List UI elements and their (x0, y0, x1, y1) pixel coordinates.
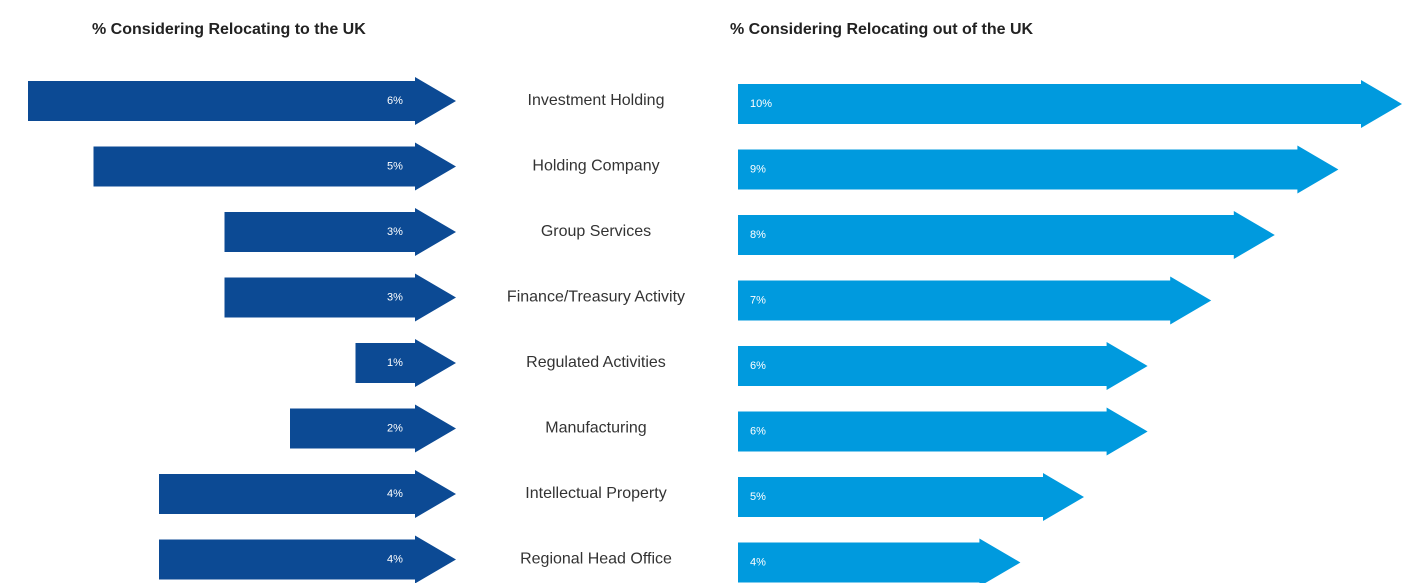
arrow-bar (738, 276, 1212, 325)
value-label: 10% (750, 98, 772, 110)
arrow-bar (738, 211, 1275, 259)
value-label: 1% (387, 357, 403, 369)
arrow-bar (738, 145, 1339, 194)
arrow-bar (159, 535, 456, 583)
category-label: Manufacturing (545, 420, 646, 437)
right-title: % Considering Relocating out of the UK (730, 21, 1034, 38)
arrow-bar (738, 473, 1084, 521)
category-label: Regulated Activities (526, 354, 666, 371)
value-label: 4% (750, 556, 766, 568)
value-label: 4% (387, 553, 403, 565)
arrow-bar (224, 208, 456, 256)
value-label: 4% (387, 488, 403, 500)
value-label: 6% (387, 95, 403, 107)
category-label: Group Services (541, 223, 651, 240)
value-label: 7% (750, 294, 766, 306)
arrow-bar (738, 80, 1402, 128)
arrow-bar (290, 404, 456, 453)
arrow-bar (159, 470, 456, 518)
value-label: 3% (387, 226, 403, 238)
value-label: 3% (387, 291, 403, 303)
value-label: 8% (750, 229, 766, 241)
arrow-bar (355, 339, 456, 387)
arrow-bar (224, 273, 456, 322)
value-label: 6% (750, 425, 766, 437)
left-title: % Considering Relocating to the UK (92, 21, 366, 38)
category-label: Finance/Treasury Activity (507, 289, 685, 306)
arrow-bar (738, 342, 1148, 390)
arrow-bar (738, 538, 1021, 583)
value-label: 9% (750, 163, 766, 175)
category-label: Holding Company (532, 158, 659, 175)
arrow-bar (28, 77, 456, 125)
category-label: Regional Head Office (520, 551, 672, 568)
category-label: Intellectual Property (525, 485, 666, 502)
category-label: Investment Holding (528, 92, 665, 109)
value-label: 6% (750, 360, 766, 372)
value-label: 2% (387, 422, 403, 434)
value-label: 5% (750, 491, 766, 503)
arrow-bar (738, 407, 1148, 456)
value-label: 5% (387, 160, 403, 172)
arrow-bar (93, 142, 456, 191)
